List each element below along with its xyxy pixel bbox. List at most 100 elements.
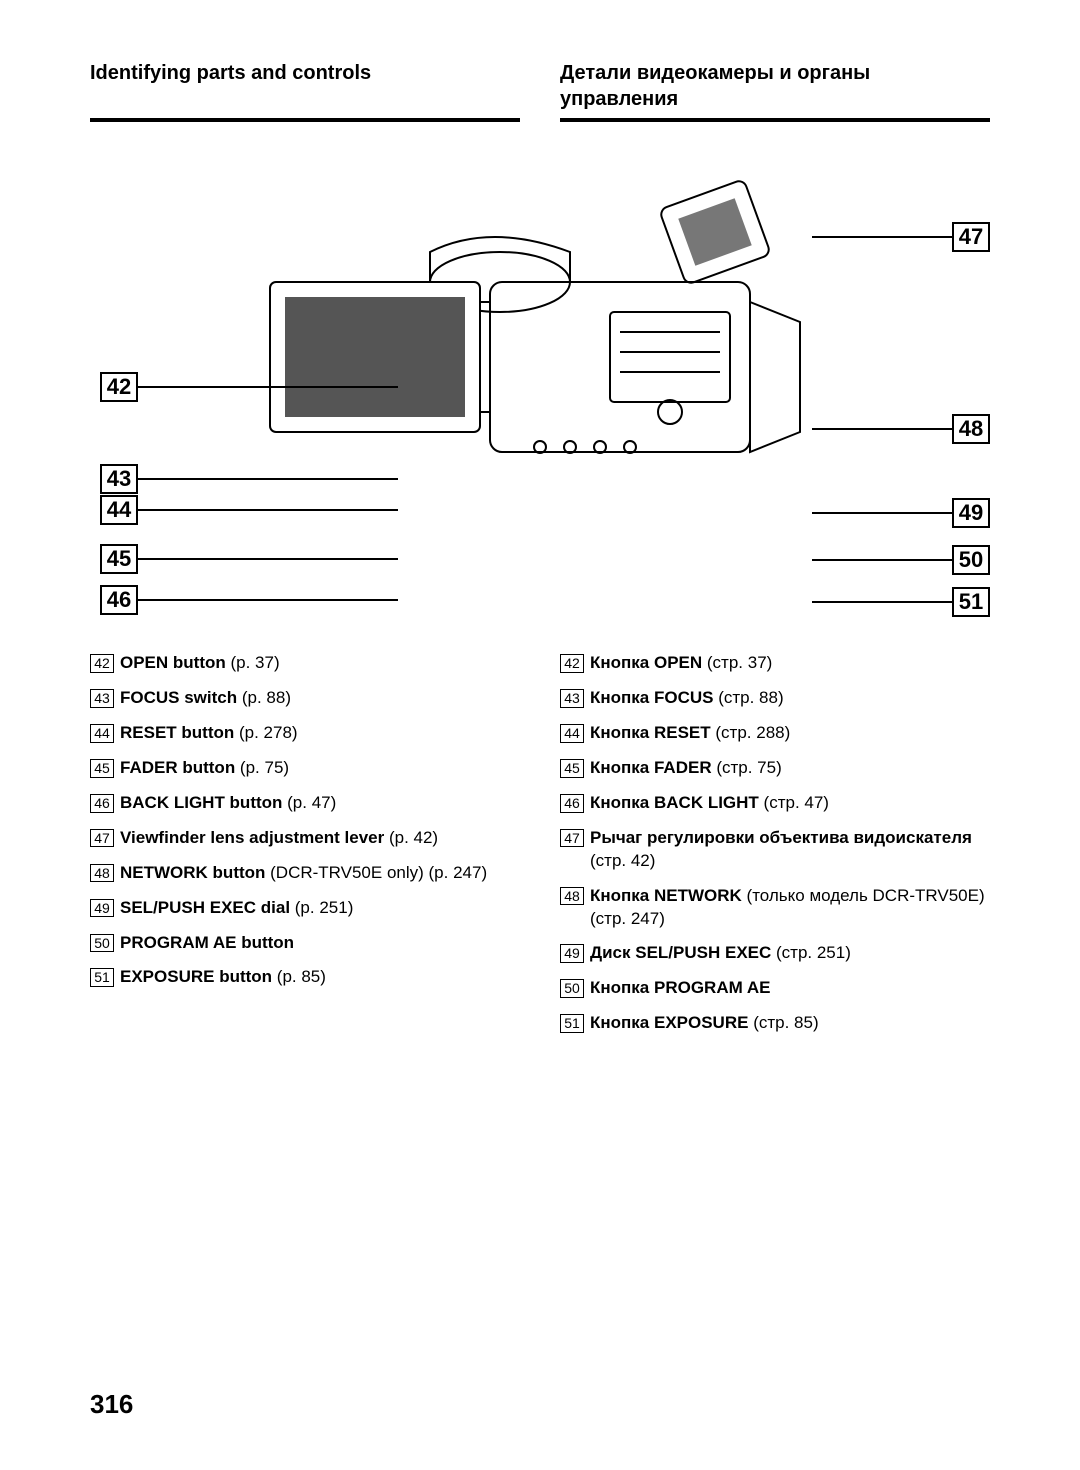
legend-item-bold: Кнопка FOCUS: [590, 688, 713, 707]
legend-item-rest: (p. 75): [235, 758, 289, 777]
legend-item-rest: (p. 85): [272, 967, 326, 986]
legend-item-46: 46Кнопка BACK LIGHT (стр. 47): [560, 792, 990, 815]
legend-item-rest: (стр. 85): [748, 1013, 818, 1032]
legend-item-bold: EXPOSURE button: [120, 967, 272, 986]
legend-item-text: Кнопка FADER (стр. 75): [590, 757, 990, 780]
callout-49: 49: [812, 498, 990, 528]
legend-item-text: NETWORK button (DCR-TRV50E only) (p. 247…: [120, 862, 520, 885]
legend-item-44: 44RESET button (p. 278): [90, 722, 520, 745]
legend-item-num: 43: [560, 689, 584, 708]
legend-item-num: 48: [90, 864, 114, 883]
legend-item-rest: (стр. 288): [711, 723, 791, 742]
legend-item-44: 44 Кнопка RESET (стр. 288): [560, 722, 990, 745]
legend-item-rest: (p. 88): [237, 688, 291, 707]
legend-item-47: 47Рычаг регулировки объектива видоискате…: [560, 827, 990, 873]
callout-47: 47: [812, 222, 990, 252]
legend-item-text: Кнопка BACK LIGHT (стр. 47): [590, 792, 990, 815]
legend-item-bold: FOCUS switch: [120, 688, 237, 707]
legend-item-num: 50: [560, 979, 584, 998]
callout-num: 49: [952, 498, 990, 528]
callout-leader: [812, 559, 952, 561]
legend-item-bold: RESET button: [120, 723, 234, 742]
callout-48: 48: [812, 414, 990, 444]
legend-item-num: 48: [560, 887, 584, 906]
legend-item-rest: (p. 47): [282, 793, 336, 812]
legend-item-num: 47: [90, 829, 114, 848]
legend-item-47: 47 Viewfinder lens adjustment lever (p. 4…: [90, 827, 520, 850]
callout-leader: [812, 512, 952, 514]
legend-item-text: Viewfinder lens adjustment lever (p. 42): [120, 827, 520, 850]
legend-item-text: Диск SEL/PUSH EXEC (стр. 251): [590, 942, 990, 965]
legend-item-num: 46: [90, 794, 114, 813]
legend-item-num: 51: [90, 968, 114, 987]
callout-44: 44: [100, 495, 398, 525]
legend-item-text: RESET button (p. 278): [120, 722, 520, 745]
legend-item-bold: Диск SEL/PUSH EXEC: [590, 943, 771, 962]
legend-item-rest: (стр. 251): [771, 943, 851, 962]
callout-leader: [138, 509, 398, 511]
callout-num: 47: [952, 222, 990, 252]
page-number: 316: [90, 1389, 133, 1420]
legend-item-rest: (стр. 42): [590, 851, 655, 870]
callout-num: 51: [952, 587, 990, 617]
callout-leader: [138, 599, 398, 601]
legend-item-num: 45: [90, 759, 114, 778]
legend-item-num: 50: [90, 934, 114, 953]
callout-51: 51: [812, 587, 990, 617]
callout-leader: [812, 601, 952, 603]
legend-item-num: 49: [560, 944, 584, 963]
legend-item-text: EXPOSURE button (p. 85): [120, 966, 520, 989]
legend-item-rest: (DCR-TRV50E only) (p. 247): [265, 863, 487, 882]
legend-item-bold: Кнопка EXPOSURE: [590, 1013, 748, 1032]
callout-num: 45: [100, 544, 138, 574]
legend-item-bold: Viewfinder lens adjustment lever: [120, 828, 384, 847]
legend-item-text: FADER button (p. 75): [120, 757, 520, 780]
legend-item-49: 49SEL/PUSH EXEC dial (p. 251): [90, 897, 520, 920]
camera-diagram: 42434445464748495051: [90, 132, 990, 632]
legend-item-bold: BACK LIGHT button: [120, 793, 282, 812]
legend-item-43: 43 FOCUS switch (p. 88): [90, 687, 520, 710]
legend-item-bold: Кнопка RESET: [590, 723, 711, 742]
callout-leader: [138, 478, 398, 480]
legend-item-num: 44: [560, 724, 584, 743]
legend-item-45: 45 Кнопка FADER (стр. 75): [560, 757, 990, 780]
legend-item-text: FOCUS switch (p. 88): [120, 687, 520, 710]
callout-46: 46: [100, 585, 398, 615]
legend-item-43: 43 Кнопка FOCUS (стр. 88): [560, 687, 990, 710]
callout-num: 48: [952, 414, 990, 444]
legend-item-rest: (p. 42): [384, 828, 438, 847]
callout-leader: [138, 558, 398, 560]
legend-item-48: 48 NETWORK button (DCR-TRV50E only) (p. 2…: [90, 862, 520, 885]
camera-illustration: [240, 152, 840, 512]
legend-item-num: 47: [560, 829, 584, 848]
callout-num: 50: [952, 545, 990, 575]
callout-num: 43: [100, 464, 138, 494]
callout-50: 50: [812, 545, 990, 575]
legend-item-bold: OPEN button: [120, 653, 226, 672]
legend-item-rest: (стр. 37): [702, 653, 772, 672]
legend-item-num: 49: [90, 899, 114, 918]
legend-item-bold: FADER button: [120, 758, 235, 777]
legend-item-bold: Кнопка BACK LIGHT: [590, 793, 759, 812]
legend-item-num: 42: [90, 654, 114, 673]
legend-item-num: 45: [560, 759, 584, 778]
legend-item-50: 50 Кнопка PROGRAM AE: [560, 977, 990, 1000]
legend-item-rest: (p. 37): [226, 653, 280, 672]
legend-item-50: 50 PROGRAM AE button: [90, 932, 520, 955]
legend-item-text: Кнопка FOCUS (стр. 88): [590, 687, 990, 710]
legend-item-bold: NETWORK button: [120, 863, 265, 882]
legend-item-text: OPEN button (p. 37): [120, 652, 520, 675]
legend-item-51: 51Кнопка EXPOSURE (стр. 85): [560, 1012, 990, 1035]
callout-43: 43: [100, 464, 398, 494]
legend-item-rest: (p. 278): [234, 723, 297, 742]
legend-item-text: PROGRAM AE button: [120, 932, 520, 955]
legend-item-text: Кнопка EXPOSURE (стр. 85): [590, 1012, 990, 1035]
callout-leader: [812, 236, 952, 238]
legend-item-text: BACK LIGHT button (p. 47): [120, 792, 520, 815]
legend-item-42: 42 OPEN button (p. 37): [90, 652, 520, 675]
legend-item-46: 46 BACK LIGHT button (p. 47): [90, 792, 520, 815]
legend-item-text: Кнопка PROGRAM AE: [590, 977, 990, 1000]
legend-item-bold: Кнопка PROGRAM AE: [590, 978, 770, 997]
legend-item-num: 43: [90, 689, 114, 708]
section-headers: Identifying parts and controls Детали ви…: [90, 60, 990, 122]
